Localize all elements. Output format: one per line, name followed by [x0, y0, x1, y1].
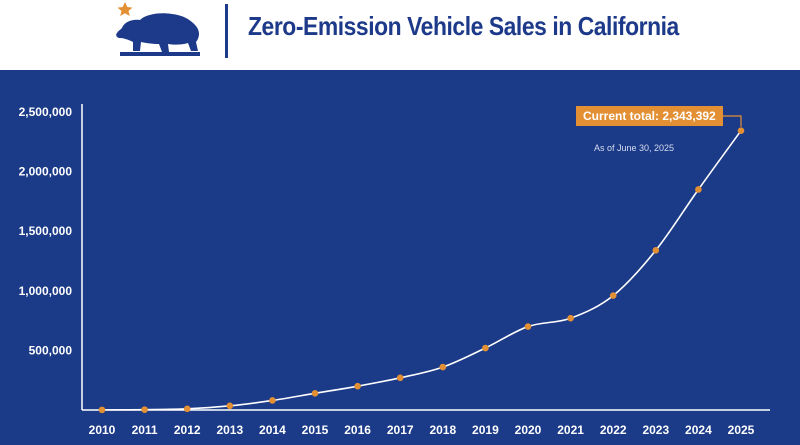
y-tick-label: 2,500,000	[19, 105, 73, 119]
data-point	[226, 402, 234, 410]
header-divider	[225, 4, 228, 58]
series-layer	[98, 127, 745, 414]
series-line	[101, 130, 742, 411]
as-of-date-note: As of June 30, 2025	[594, 143, 675, 153]
data-point	[652, 246, 660, 254]
x-tick-label: 2025	[728, 423, 755, 437]
california-bear-star-icon	[116, 2, 200, 56]
y-tick-label: 500,000	[29, 343, 73, 357]
data-point	[567, 314, 574, 322]
data-point	[183, 405, 191, 413]
chart-axes	[81, 104, 770, 411]
x-tick-label: 2017	[387, 423, 414, 437]
data-point	[354, 382, 361, 390]
x-tick-label: 2023	[642, 423, 669, 437]
data-point	[98, 406, 106, 414]
x-tick-label: 2014	[259, 423, 286, 437]
y-tick-label: 1,500,000	[19, 224, 73, 238]
data-point	[439, 363, 447, 371]
x-tick-label: 2011	[132, 423, 158, 437]
x-tick-label: 2022	[600, 423, 627, 437]
y-tick-label: 2,000,000	[19, 165, 73, 179]
y-tick-label: 1,000,000	[19, 284, 73, 298]
x-tick-label: 2018	[429, 423, 456, 437]
x-tick-label: 2021	[557, 423, 584, 437]
data-point	[311, 390, 319, 397]
x-axis-labels: 2010 2011 2012 2013 2014 2015 2016 2017 2018 2019…	[89, 423, 755, 437]
data-point	[737, 127, 745, 134]
y-axis-labels: 500,000 1,000,000 1,500,000 2,000,000 2,500,…	[19, 105, 73, 357]
x-tick-label: 2012	[174, 423, 201, 437]
x-tick-label: 2010	[89, 423, 116, 437]
x-tick-label: 2024	[685, 423, 712, 437]
data-point	[269, 397, 276, 404]
data-point	[609, 292, 617, 299]
x-tick-label: 2019	[472, 423, 499, 437]
page-title: Zero-Emission Vehicle Sales in Californi…	[248, 11, 679, 41]
x-tick-label: 2015	[302, 423, 329, 437]
x-tick-label: 2020	[515, 423, 542, 437]
data-point	[524, 323, 532, 330]
data-point	[695, 186, 702, 193]
x-tick-label: 2016	[344, 423, 371, 437]
x-tick-label: 2013	[216, 423, 243, 437]
data-point	[141, 406, 148, 413]
chart-panel	[0, 70, 800, 445]
data-point	[396, 374, 404, 382]
current-total-callout: Current total: 2,343,392	[576, 106, 723, 126]
data-point	[482, 344, 489, 352]
header: Zero-Emission Vehicle Sales in Californi…	[0, 0, 800, 70]
